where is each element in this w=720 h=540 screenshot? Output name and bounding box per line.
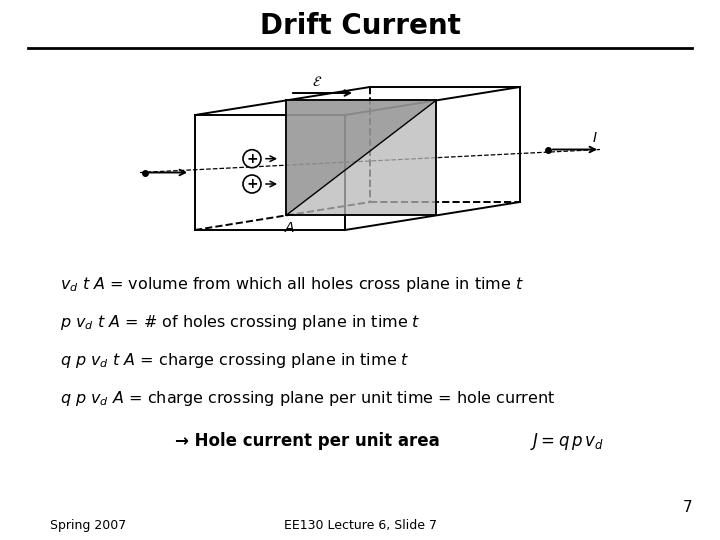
- Text: 7: 7: [683, 500, 692, 515]
- Text: Drift Current: Drift Current: [260, 12, 460, 40]
- Text: $v_d$ $t$ $A$ = volume from which all holes cross plane in time $t$: $v_d$ $t$ $A$ = volume from which all ho…: [60, 275, 524, 294]
- Text: +: +: [246, 152, 258, 166]
- Circle shape: [243, 150, 261, 168]
- Text: $A$: $A$: [284, 221, 296, 235]
- Text: $\mathcal{E}$: $\mathcal{E}$: [312, 75, 323, 89]
- Text: $p$ $v_d$ $t$ $A$ = # of holes crossing plane in time $t$: $p$ $v_d$ $t$ $A$ = # of holes crossing …: [60, 314, 420, 333]
- Text: EE130 Lecture 6, Slide 7: EE130 Lecture 6, Slide 7: [284, 519, 436, 532]
- Circle shape: [243, 175, 261, 193]
- Text: Spring 2007: Spring 2007: [50, 519, 126, 532]
- Text: $J = q\,p\,v_d$: $J = q\,p\,v_d$: [530, 430, 604, 451]
- Text: $q$ $p$ $v_d$ $A$ = charge crossing plane per unit time = hole current: $q$ $p$ $v_d$ $A$ = charge crossing plan…: [60, 389, 555, 408]
- Text: +: +: [246, 177, 258, 191]
- Polygon shape: [286, 100, 436, 215]
- Text: $q$ $p$ $v_d$ $t$ $A$ = charge crossing plane in time $t$: $q$ $p$ $v_d$ $t$ $A$ = charge crossing …: [60, 352, 410, 370]
- Polygon shape: [286, 100, 436, 215]
- Text: $I$: $I$: [592, 131, 598, 145]
- Text: → Hole current per unit area: → Hole current per unit area: [175, 432, 446, 450]
